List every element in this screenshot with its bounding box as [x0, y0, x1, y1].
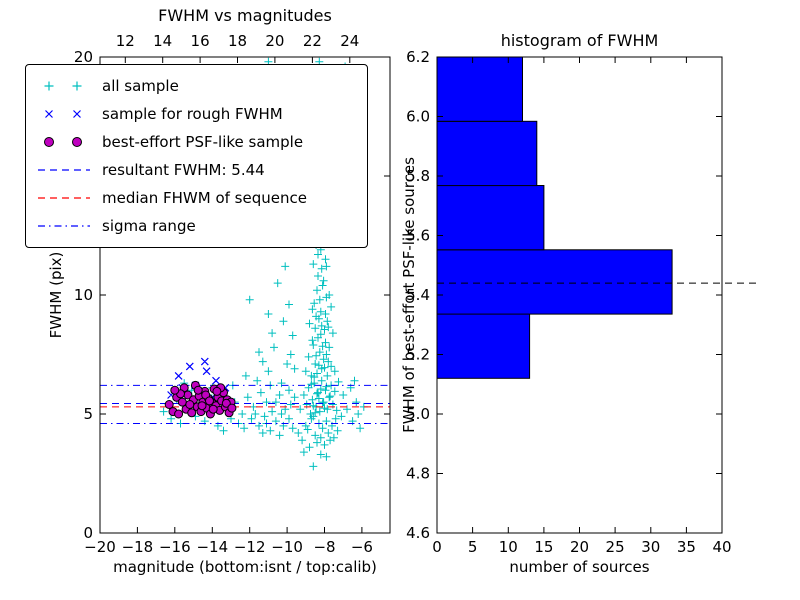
- legend-circle-marker-icon: [44, 137, 82, 147]
- top-x-tick-label: 22: [303, 32, 322, 50]
- y-tick-label: 4.6: [406, 524, 430, 542]
- y-tick-label: 5.2: [406, 346, 430, 364]
- y-tick-label: 5.0: [406, 405, 430, 423]
- bottom-x-tick-label: −14: [196, 538, 228, 556]
- hist-bar: [436, 120, 538, 187]
- bottom-x-tick-label: −16: [159, 538, 191, 556]
- bottom-x-tick-label: 35: [677, 538, 696, 556]
- top-x-tick-label: 14: [153, 32, 172, 50]
- legend-item-label: median FHWM of sequence: [102, 189, 307, 207]
- bottom-x-tick-label: −6: [351, 538, 373, 556]
- hist-bar: [436, 249, 673, 315]
- y-tick-label: 0: [83, 524, 93, 542]
- bottom-x-tick-label: −20: [84, 538, 116, 556]
- top-x-tick-label: 24: [340, 32, 359, 50]
- legend-dashed-marker-icon: [38, 169, 90, 171]
- left-plot-title: FWHM vs magnitudes: [158, 6, 332, 25]
- legend-item: all sample: [36, 72, 367, 100]
- legend-plus-marker-icon: [44, 81, 82, 91]
- right-plot-xlabel: number of sources: [509, 558, 650, 576]
- bottom-x-tick-label: −18: [122, 538, 154, 556]
- right-plot-ylabel: FWHM of best-effort PSF-like sources: [400, 157, 418, 433]
- x-marker-glyph: [45, 110, 53, 118]
- top-x-tick-label: 20: [265, 32, 284, 50]
- psf-sample-point: [174, 409, 184, 419]
- psf-sample-point: [187, 408, 197, 418]
- psf-sample-point: [205, 396, 214, 406]
- y-tick-label: 6.0: [406, 108, 430, 126]
- legend-item: resultant FWHM: 5.44: [36, 156, 367, 184]
- y-tick-label: 5.4: [406, 286, 430, 304]
- top-x-tick-label: 12: [116, 32, 135, 50]
- y-tick-label: 5.8: [406, 167, 430, 185]
- bottom-x-tick-label: 10: [499, 538, 518, 556]
- psf-sample-point: [208, 404, 218, 414]
- y-tick-label: 5.6: [406, 227, 430, 245]
- y-tick-label: 20: [74, 48, 93, 66]
- psf-sample-point: [170, 385, 180, 395]
- hist-bar: [436, 185, 545, 251]
- bottom-x-tick-label: −8: [313, 538, 335, 556]
- bottom-x-tick-label: 0: [432, 538, 442, 556]
- y-tick-label: 4.8: [406, 465, 430, 483]
- legend-item: best-effort PSF-like sample: [36, 128, 367, 156]
- bottom-x-tick-label: −10: [271, 538, 303, 556]
- legend-item: median FHWM of sequence: [36, 184, 367, 212]
- bottom-x-tick-label: −12: [234, 538, 266, 556]
- legend: all sample sample for rough FWHM best-effo…: [25, 64, 368, 248]
- y-tick-label: 5: [83, 405, 93, 423]
- circle-marker-glyph: [44, 137, 54, 147]
- hist-bar: [436, 56, 523, 122]
- bottom-x-tick-label: 25: [606, 538, 625, 556]
- y-tick-label: 10: [74, 286, 93, 304]
- bottom-x-tick-label: 40: [712, 538, 731, 556]
- plus-marker-glyph: [72, 81, 82, 91]
- left-plot-xlabel: magnitude (bottom:isnt / top:calib): [113, 558, 377, 576]
- legend-dashed-marker-icon: [38, 197, 90, 199]
- legend-item-label: best-effort PSF-like sample: [102, 133, 304, 151]
- bottom-x-tick-label: 20: [570, 538, 589, 556]
- bottom-x-tick-label: 30: [641, 538, 660, 556]
- circle-marker-glyph: [72, 137, 82, 147]
- legend-item: sigma range: [36, 212, 367, 240]
- y-tick-label: 6.2: [406, 48, 430, 66]
- legend-dashdot-marker-icon: [38, 225, 90, 227]
- bottom-x-tick-label: 5: [468, 538, 478, 556]
- legend-item-label: sigma range: [102, 217, 196, 235]
- legend-item-label: resultant FWHM: 5.44: [102, 161, 265, 179]
- psf-sample-point: [212, 386, 222, 396]
- psf-sample-point: [193, 385, 203, 395]
- psf-sample-point: [164, 400, 174, 409]
- psf-sample-point: [227, 403, 237, 413]
- left-plot-ylabel: FWHM (pix): [47, 251, 65, 339]
- psf-sample-point: [221, 398, 231, 408]
- psf-sample-point: [185, 400, 195, 409]
- x-marker-glyph: [73, 110, 81, 118]
- hist-bar: [436, 313, 531, 379]
- plus-marker-glyph: [44, 81, 54, 91]
- top-x-tick-label: 18: [228, 32, 247, 50]
- psf-sample-point: [197, 401, 207, 411]
- right-plot-title: histogram of FWHM: [500, 31, 659, 50]
- legend-x-marker-icon: [45, 110, 81, 118]
- legend-item-label: all sample: [102, 77, 179, 95]
- legend-item: sample for rough FWHM: [36, 100, 367, 128]
- top-x-tick-label: 16: [191, 32, 210, 50]
- legend-item-label: sample for rough FWHM: [102, 105, 283, 123]
- bottom-x-tick-label: 15: [534, 538, 553, 556]
